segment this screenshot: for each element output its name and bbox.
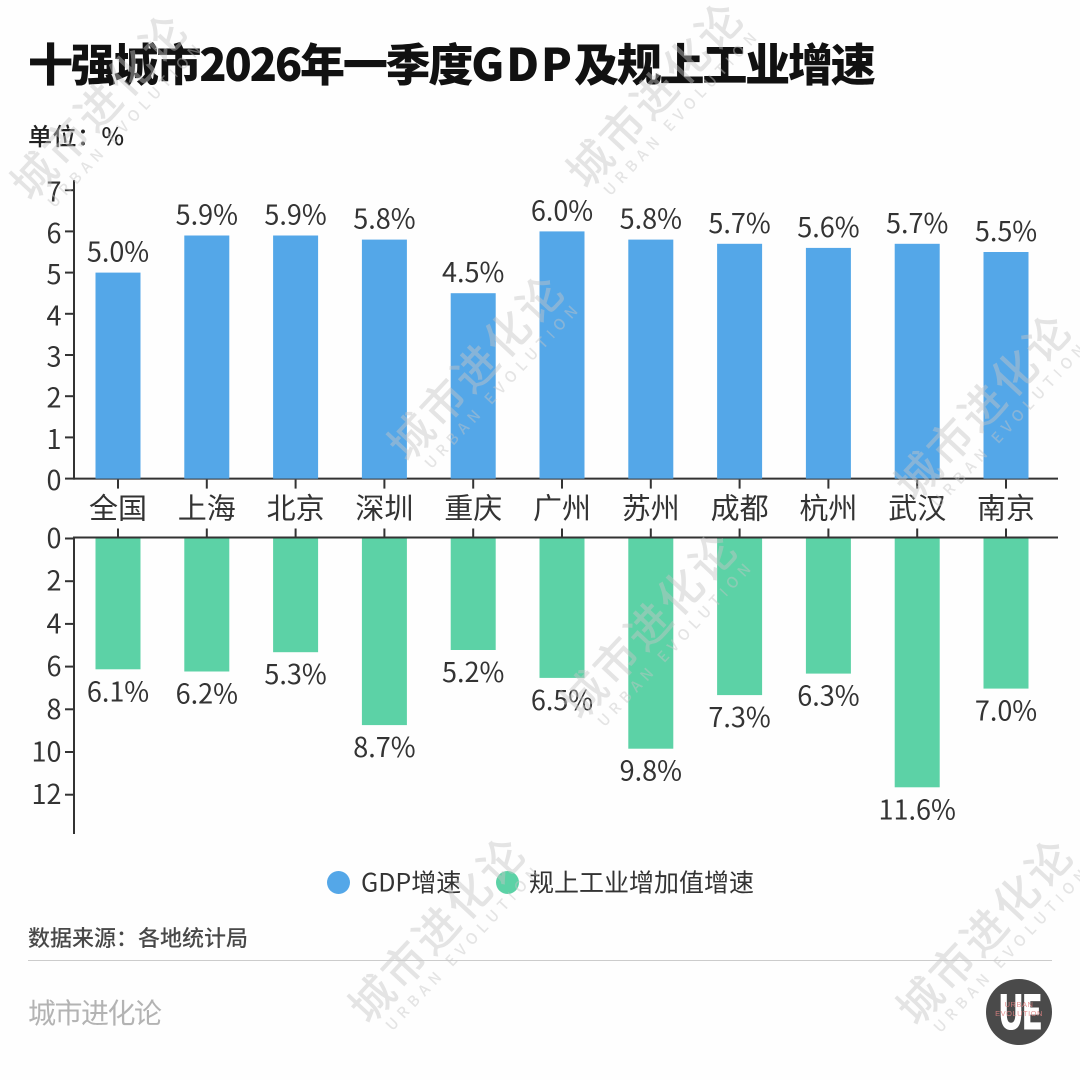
svg-text:5: 5 — [47, 253, 62, 292]
svg-text:上海: 上海 — [178, 486, 236, 528]
svg-text:全国: 全国 — [89, 486, 147, 528]
svg-text:5.9%: 5.9% — [264, 194, 326, 233]
svg-text:7: 7 — [47, 171, 62, 210]
svg-text:11.6%: 11.6% — [879, 788, 956, 827]
svg-text:8.7%: 8.7% — [353, 726, 415, 765]
svg-text:7.3%: 7.3% — [708, 696, 770, 735]
svg-text:深圳: 深圳 — [355, 486, 413, 528]
svg-text:苏州: 苏州 — [622, 486, 680, 528]
svg-text:0: 0 — [47, 517, 62, 556]
svg-text:6.5%: 6.5% — [531, 679, 593, 718]
svg-text:5.7%: 5.7% — [886, 202, 948, 241]
svg-text:5.8%: 5.8% — [353, 198, 415, 237]
svg-text:4: 4 — [47, 602, 62, 641]
svg-text:6.2%: 6.2% — [176, 673, 238, 712]
svg-text:7.0%: 7.0% — [975, 690, 1037, 729]
svg-text:10: 10 — [32, 731, 62, 770]
svg-text:5.3%: 5.3% — [264, 653, 326, 692]
svg-text:广州: 广州 — [533, 486, 591, 528]
svg-text:8: 8 — [47, 688, 62, 727]
svg-text:6.1%: 6.1% — [87, 670, 149, 709]
svg-text:5.6%: 5.6% — [797, 206, 859, 245]
svg-text:0: 0 — [47, 459, 62, 498]
svg-text:2: 2 — [47, 377, 62, 416]
svg-text:5.7%: 5.7% — [708, 202, 770, 241]
svg-text:6: 6 — [47, 212, 62, 251]
svg-text:武汉: 武汉 — [888, 486, 946, 528]
svg-text:GDP增速: GDP增速 — [361, 864, 461, 900]
svg-text:6: 6 — [47, 645, 62, 684]
svg-text:5.5%: 5.5% — [975, 210, 1037, 249]
svg-text:北京: 北京 — [267, 486, 325, 528]
svg-text:2: 2 — [47, 560, 62, 599]
svg-text:5.0%: 5.0% — [87, 231, 149, 270]
svg-text:3: 3 — [47, 336, 62, 375]
svg-text:杭州: 杭州 — [799, 486, 857, 528]
svg-text:5.9%: 5.9% — [176, 194, 238, 233]
svg-text:成都: 成都 — [711, 486, 769, 528]
svg-text:5.8%: 5.8% — [620, 198, 682, 237]
svg-text:4: 4 — [47, 294, 62, 333]
svg-text:南京: 南京 — [977, 486, 1035, 528]
svg-text:规上工业增加值增速: 规上工业增加值增速 — [529, 864, 754, 900]
svg-text:4.5%: 4.5% — [442, 251, 504, 290]
svg-text:重庆: 重庆 — [444, 486, 502, 528]
svg-text:6.3%: 6.3% — [797, 675, 859, 714]
svg-text:5.2%: 5.2% — [442, 651, 504, 690]
svg-text:6.0%: 6.0% — [531, 189, 593, 228]
svg-text:12: 12 — [32, 773, 62, 812]
svg-text:9.8%: 9.8% — [620, 750, 682, 789]
svg-text:1: 1 — [47, 418, 62, 457]
